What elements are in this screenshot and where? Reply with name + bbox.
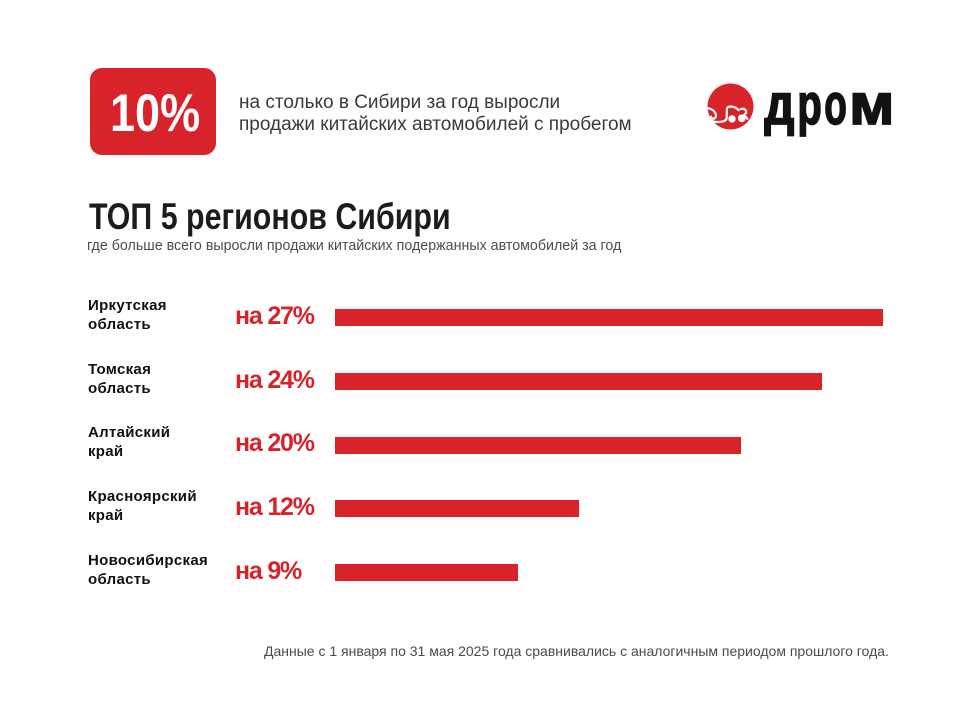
svg-text:м: м (849, 80, 894, 137)
svg-text:р: р (797, 80, 821, 137)
svg-text:д: д (764, 80, 794, 137)
svg-text:о: о (824, 80, 847, 137)
